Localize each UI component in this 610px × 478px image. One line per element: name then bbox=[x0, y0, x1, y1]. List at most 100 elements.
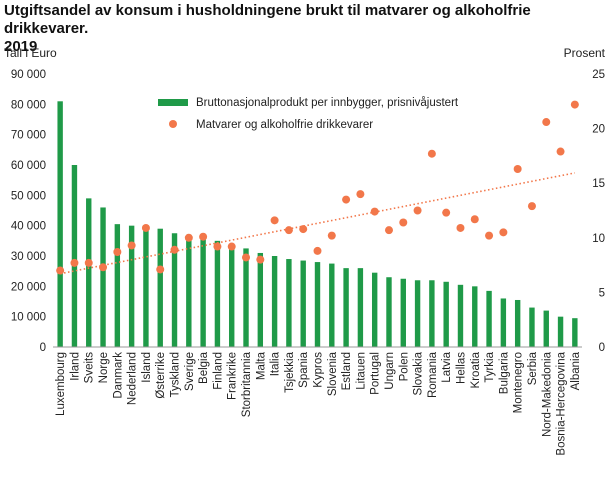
bar bbox=[243, 248, 249, 347]
y-tick-left: 50 000 bbox=[11, 190, 46, 202]
bar bbox=[543, 310, 549, 347]
x-tick-label: Sverige bbox=[184, 352, 196, 391]
y-axis-right-ticks: 0 5 10 15 20 25 bbox=[592, 69, 605, 354]
scatter-point bbox=[556, 147, 565, 156]
y-tick-left: 60 000 bbox=[11, 160, 46, 172]
bar bbox=[472, 286, 478, 347]
y-tick-left: 10 000 bbox=[11, 312, 46, 324]
x-tick-label: Romania bbox=[427, 351, 439, 398]
scatter-point bbox=[284, 226, 293, 235]
bar bbox=[343, 268, 349, 347]
scatter-point bbox=[213, 242, 222, 251]
bar bbox=[157, 228, 163, 347]
bar bbox=[486, 290, 492, 347]
x-tick-label: Tyskland bbox=[170, 352, 182, 397]
bar bbox=[186, 234, 192, 347]
bar bbox=[100, 207, 106, 347]
scatter-point bbox=[84, 258, 93, 267]
bar bbox=[414, 280, 421, 347]
x-tick-label: Island bbox=[141, 352, 153, 383]
legend-swatch-bar bbox=[158, 99, 188, 106]
bar bbox=[271, 256, 278, 347]
x-tick-label: Spania bbox=[298, 351, 310, 387]
bar bbox=[114, 224, 121, 347]
scatter-point bbox=[327, 231, 336, 240]
scatter-point bbox=[470, 215, 479, 224]
chart-title: Utgiftsandel av konsum i husholdningene … bbox=[4, 2, 608, 56]
bar bbox=[529, 307, 535, 347]
y-tick-left: 70 000 bbox=[11, 130, 46, 142]
scatter-point bbox=[299, 225, 308, 234]
bar bbox=[171, 233, 178, 347]
bar bbox=[57, 101, 63, 347]
chart-title-line1: Utgiftsandel av konsum i husholdningene … bbox=[4, 2, 531, 37]
x-tick-label: Portugal bbox=[370, 352, 382, 395]
x-tick-label: Belgia bbox=[198, 351, 210, 384]
bar bbox=[329, 263, 335, 347]
x-tick-label: Nord-Makedonia bbox=[541, 351, 553, 437]
scatter-point bbox=[113, 247, 122, 256]
scatter-point bbox=[485, 231, 494, 240]
scatter-point bbox=[184, 233, 193, 242]
scatter-point bbox=[70, 258, 79, 267]
bar bbox=[229, 245, 235, 347]
y-tick-left: 20 000 bbox=[11, 281, 46, 293]
y-tick-left: 0 bbox=[40, 342, 46, 354]
bar bbox=[572, 318, 578, 347]
scatter-point bbox=[242, 253, 251, 262]
y-tick-right: 20 bbox=[592, 124, 605, 136]
bar bbox=[429, 280, 435, 347]
x-axis-ticks: Luxembourg Irland Sveits Norge Danmark Nederl… bbox=[55, 351, 582, 455]
bar bbox=[286, 259, 292, 347]
y-tick-right: 25 bbox=[592, 69, 605, 81]
bar bbox=[386, 277, 392, 347]
scatter-point bbox=[199, 232, 208, 241]
x-tick-label: Kypros bbox=[313, 352, 325, 388]
scatter-point bbox=[227, 242, 236, 251]
x-tick-label: Nederland bbox=[127, 352, 139, 405]
y-tick-left: 80 000 bbox=[11, 99, 46, 111]
legend-swatch-dot bbox=[169, 120, 177, 128]
x-tick-label: Slovenia bbox=[327, 351, 339, 396]
x-tick-label: Tyrkia bbox=[484, 351, 496, 382]
legend: Bruttonasjonalprodukt per innbygger, pri… bbox=[158, 97, 459, 131]
bar bbox=[557, 316, 564, 347]
scatter-point bbox=[570, 100, 579, 109]
bar bbox=[200, 237, 206, 347]
x-tick-label: Litauen bbox=[355, 352, 367, 390]
y-axis-left-title: Tall i Euro bbox=[4, 46, 57, 60]
scatter-point bbox=[270, 216, 279, 225]
x-tick-label: Frankrike bbox=[227, 352, 239, 400]
scatter-point bbox=[399, 218, 408, 227]
scatter-point bbox=[99, 263, 108, 272]
scatter-point bbox=[499, 228, 508, 237]
x-tick-label: Estland bbox=[341, 352, 353, 390]
x-tick-label: Polen bbox=[398, 352, 410, 381]
scatter-point bbox=[170, 245, 179, 254]
scatter-point bbox=[456, 223, 465, 232]
y-tick-left: 40 000 bbox=[11, 221, 46, 233]
scatter-series bbox=[56, 100, 579, 275]
legend-label-bar: Bruttonasjonalprodukt per innbygger, pri… bbox=[196, 97, 459, 109]
bar-series bbox=[57, 101, 578, 347]
bar bbox=[257, 252, 264, 347]
x-tick-label: Tsjekkia bbox=[284, 351, 296, 393]
x-tick-label: Latvia bbox=[441, 351, 453, 382]
x-tick-label: Montenegro bbox=[513, 352, 525, 413]
bar bbox=[400, 278, 406, 347]
x-tick-label: Finland bbox=[212, 352, 224, 390]
x-tick-label: Luxembourg bbox=[55, 352, 67, 416]
x-tick-label: Norge bbox=[98, 352, 110, 383]
trendline bbox=[59, 172, 576, 275]
scatter-point bbox=[370, 207, 379, 216]
y-tick-left: 30 000 bbox=[11, 251, 46, 263]
x-tick-label: Danmark bbox=[112, 352, 124, 399]
x-tick-label: Slovakia bbox=[413, 351, 425, 395]
x-tick-label: Irland bbox=[69, 352, 81, 381]
scatter-point bbox=[513, 165, 522, 174]
scatter-point bbox=[156, 265, 165, 274]
scatter-point bbox=[256, 255, 265, 264]
scatter-point bbox=[141, 223, 150, 232]
